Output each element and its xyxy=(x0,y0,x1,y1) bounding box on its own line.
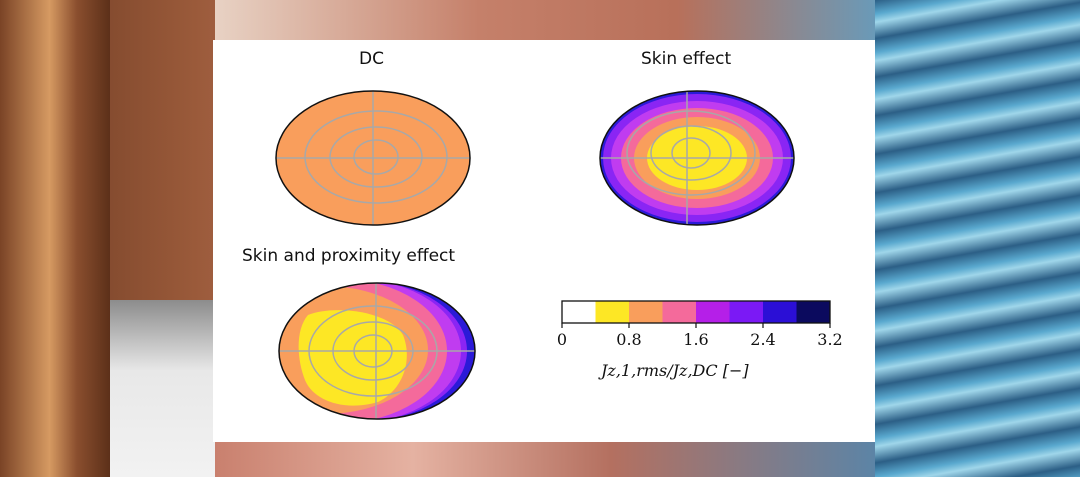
prox-outline xyxy=(278,282,476,420)
colorbar-tick-label: 0 xyxy=(557,330,567,349)
dc-grid-lines xyxy=(276,91,470,225)
colorbar-swatch xyxy=(629,301,663,323)
colorbar-swatch xyxy=(696,301,730,323)
skin-grid-lines xyxy=(600,91,794,225)
background-top-strip xyxy=(215,0,875,40)
colorbar-axis-label: Jz,1,rms/Jz,DC [−] xyxy=(601,361,749,380)
colorbar-tick-label: 0.8 xyxy=(616,330,641,349)
colorbar-swatch xyxy=(595,301,630,323)
colorbar-swatch xyxy=(729,301,764,323)
title-skin-effect: Skin effect xyxy=(641,49,732,69)
proximity-cross-section xyxy=(278,282,476,420)
prox-grid-lines xyxy=(279,283,475,419)
dc-outline xyxy=(275,90,471,226)
colorbar-swatch xyxy=(662,301,697,323)
dc-cross-section xyxy=(275,90,471,226)
colorbar: 0 0.8 1.6 2.4 3.2 xyxy=(557,300,843,349)
colorbar-tick-label: 1.6 xyxy=(683,330,708,349)
skin-effect-cross-section xyxy=(599,90,795,226)
figure-panel: DC Skin effect Skin and proximity effect xyxy=(213,40,875,442)
title-skin-proximity: Skin and proximity effect xyxy=(242,246,456,266)
background-bottom-strip xyxy=(215,441,875,477)
background-left-fur xyxy=(110,300,215,477)
background-left-pillar xyxy=(0,0,110,477)
diagram-canvas: 0 0.8 1.6 2.4 3.2 xyxy=(275,90,843,420)
colorbar-swatches xyxy=(562,301,831,323)
colorbar-swatch xyxy=(796,301,831,323)
colorbar-ticks: 0 0.8 1.6 2.4 3.2 xyxy=(557,323,843,349)
skin-outline xyxy=(599,90,795,226)
colorbar-swatch xyxy=(562,301,596,323)
title-dc: DC xyxy=(359,49,384,69)
background-right-coils xyxy=(875,0,1080,477)
colorbar-tick-label: 2.4 xyxy=(750,330,775,349)
colorbar-tick-label: 3.2 xyxy=(817,330,842,349)
colorbar-swatch xyxy=(763,301,797,323)
